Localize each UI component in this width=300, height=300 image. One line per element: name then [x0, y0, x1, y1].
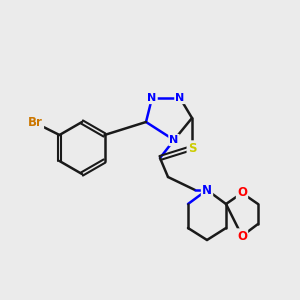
Text: N: N [176, 93, 184, 103]
Text: N: N [169, 135, 178, 145]
Text: N: N [147, 93, 157, 103]
Text: N: N [202, 184, 212, 196]
Text: O: O [237, 187, 247, 200]
Text: O: O [237, 230, 247, 242]
Text: S: S [188, 142, 196, 154]
Text: Br: Br [28, 116, 43, 130]
